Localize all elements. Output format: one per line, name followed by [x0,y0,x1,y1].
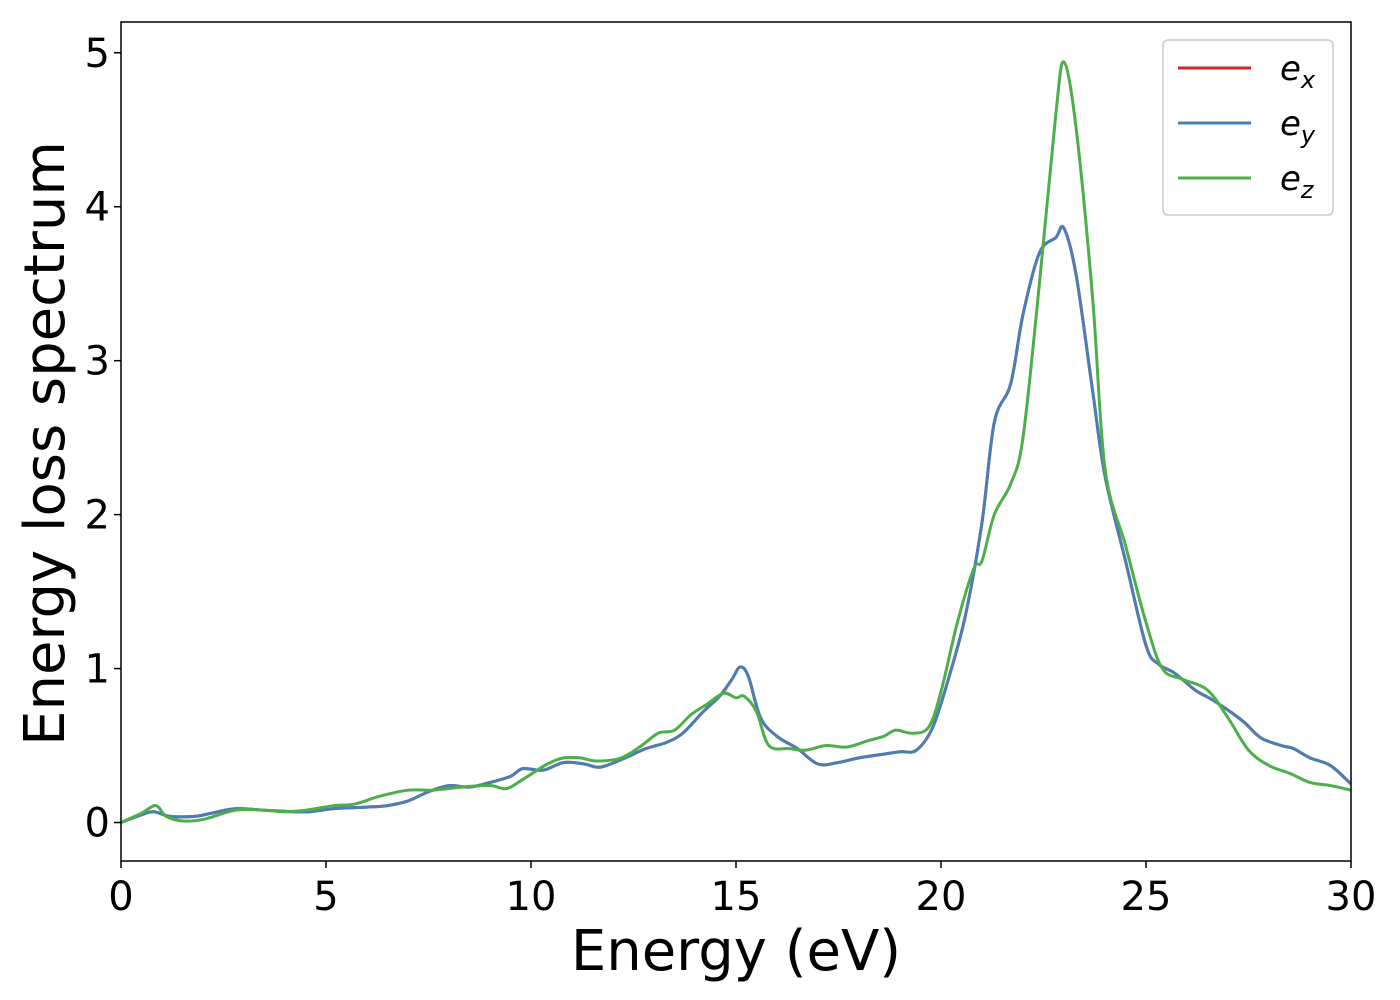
y-tick-label: 0 [85,801,110,847]
x-tick-label: 0 [108,874,133,920]
legend-label-y: ey [1280,104,1316,149]
x-tick-label: 30 [1326,874,1377,920]
y-axis-title: Energy loss spectrum [13,141,78,746]
x-tick-label: 5 [313,874,338,920]
legend-label-x: ex [1280,49,1316,94]
x-tick-label: 10 [506,874,557,920]
x-tick-label: 20 [916,874,967,920]
x-axis-title: Energy (eV) [571,919,901,984]
series-line-y [121,224,1351,825]
y-tick-label: 5 [85,31,110,77]
y-tick-label: 4 [85,185,110,231]
y-tick-label: 1 [85,647,110,693]
x-tick-label: 15 [711,874,762,920]
series-line-x [121,224,1351,825]
legend: ex ey ez [1162,39,1334,216]
ticks-layer: 0 5 10 15 20 25 30 0 1 2 3 4 5 [85,31,1377,920]
legend-box [1162,39,1334,216]
legend-label-z: ez [1280,159,1315,204]
series-line-z [121,60,1351,825]
series-layer [121,60,1351,825]
y-tick-label: 3 [85,339,110,385]
x-tick-label: 25 [1121,874,1172,920]
y-tick-label: 2 [85,493,110,539]
